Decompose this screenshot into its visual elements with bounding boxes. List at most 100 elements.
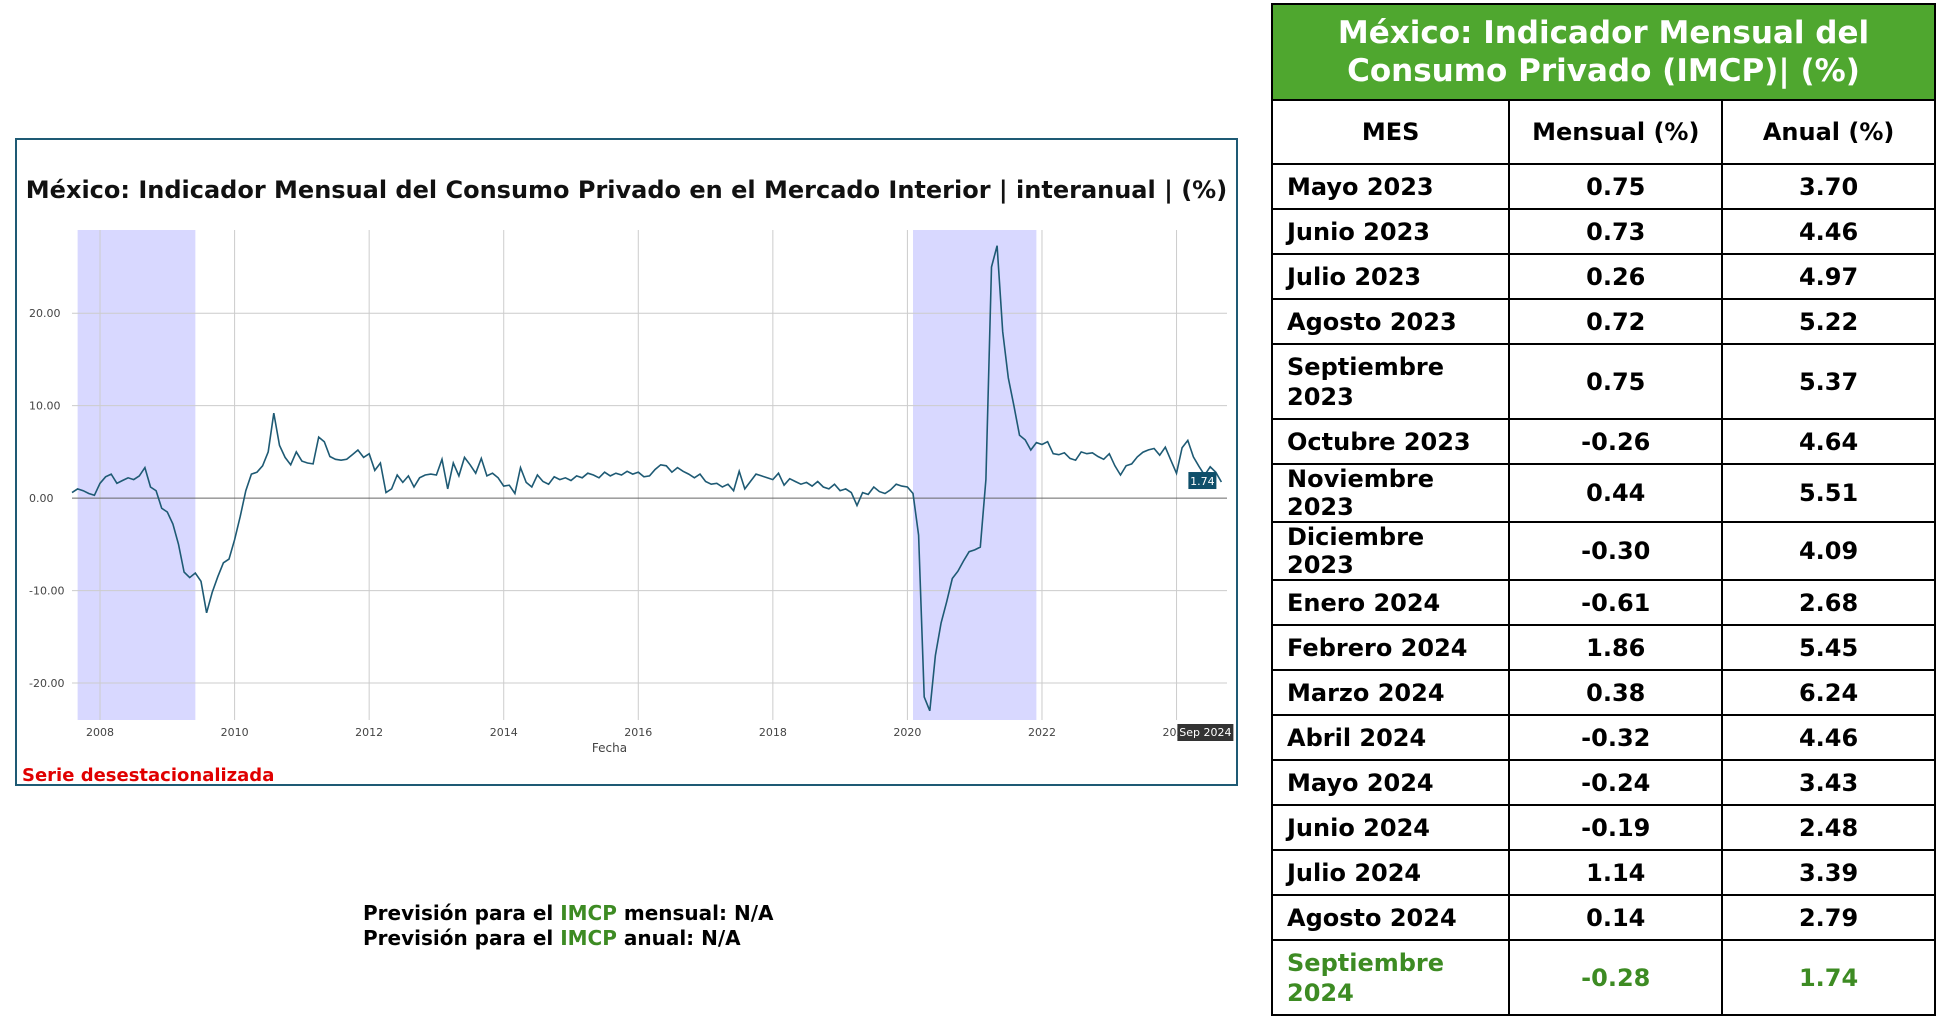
cell-mes: Noviembre 2023 (1270, 463, 1511, 523)
cell-anual: 2.79 (1721, 894, 1936, 941)
y-tick-label: -20.00 (29, 677, 64, 690)
table-title-line1: México: Indicador Mensual del (1337, 15, 1870, 51)
table-row: Abril 2024 -0.32 4.46 (1270, 714, 1936, 761)
cell-anual: 5.22 (1721, 298, 1936, 345)
x-tick-label: 2014 (490, 726, 518, 739)
table-title-line2: Consumo Privado (IMCP)| (%) (1347, 53, 1860, 89)
cell-mensual: -0.19 (1508, 804, 1724, 851)
x-tick-label: 2016 (624, 726, 652, 739)
table-row: Agosto 2023 0.72 5.22 (1270, 298, 1936, 345)
table-row: Diciembre 2023 -0.30 4.09 (1270, 521, 1936, 581)
cell-anual: 3.43 (1721, 759, 1936, 806)
cell-mes: Febrero 2024 (1270, 624, 1511, 671)
cell-mensual: 0.44 (1508, 463, 1724, 523)
table-row: Mayo 2024 -0.24 3.43 (1270, 759, 1936, 806)
cell-anual: 4.46 (1721, 208, 1936, 255)
last-value-box (1188, 472, 1217, 490)
forecast-monthly: Previsión para el IMCP mensual: N/A (363, 901, 773, 926)
forecast-monthly-imcp: IMCP (560, 901, 617, 925)
cell-mensual: 0.72 (1508, 298, 1724, 345)
cell-mes: Julio 2023 (1270, 253, 1511, 300)
last-date-label: Sep 2024 (1179, 726, 1231, 739)
recession-band (77, 230, 196, 720)
cell-mes: Enero 2024 (1270, 579, 1511, 626)
cell-mes: Junio 2023 (1270, 208, 1511, 255)
chart-title: México: Indicador Mensual del Consumo Pr… (25, 176, 1228, 204)
last-date-box (1177, 724, 1234, 741)
cell-mes: Septiembre 2024 (1270, 939, 1511, 1016)
y-tick-label: 20.00 (29, 307, 61, 320)
table-row: Julio 2024 1.14 3.39 (1270, 849, 1936, 896)
table-row: Febrero 2024 1.86 5.45 (1270, 624, 1936, 671)
cell-anual: 4.09 (1721, 521, 1936, 581)
cell-mes: Octubre 2023 (1270, 418, 1511, 465)
cell-mensual: -0.32 (1508, 714, 1724, 761)
cell-anual: 3.70 (1721, 163, 1936, 210)
cell-anual: 2.68 (1721, 579, 1936, 626)
cell-mes: Septiembre 2023 (1270, 343, 1511, 420)
line-chart: 2008 2010 2012 2014 2016 2018 2020 2022 202420.0… (29, 230, 1234, 755)
x-tick-label: 2022 (1028, 726, 1056, 739)
y-tick-label: 10.00 (29, 400, 61, 413)
cell-mensual: 1.14 (1508, 849, 1724, 896)
cell-anual: 4.97 (1721, 253, 1936, 300)
series-line (71, 245, 1223, 712)
table-row: Junio 2024 -0.19 2.48 (1270, 804, 1936, 851)
table-row: Mayo 2023 0.75 3.70 (1270, 163, 1936, 210)
table-row: Noviembre 2023 0.44 5.51 (1270, 463, 1936, 523)
table-row: Octubre 2023 -0.26 4.64 (1270, 418, 1936, 465)
cell-mensual: 0.73 (1508, 208, 1724, 255)
forecast-monthly-value: mensual: N/A (616, 901, 774, 925)
cell-mensual: -0.30 (1508, 521, 1724, 581)
cell-mensual: 0.14 (1508, 894, 1724, 941)
cell-anual: 2.48 (1721, 804, 1936, 851)
cell-anual: 3.39 (1721, 849, 1936, 896)
forecast-annual: Previsión para el IMCP anual: N/A (363, 926, 773, 951)
table-row: Marzo 2024 0.38 6.24 (1270, 669, 1936, 716)
x-axis-label: Fecha (592, 741, 627, 755)
cell-anual: 4.64 (1721, 418, 1936, 465)
table-row: Septiembre 2024 -0.28 1.74 (1270, 939, 1936, 1016)
cell-mes: Marzo 2024 (1270, 669, 1511, 716)
col-header-mes: MES (1270, 99, 1511, 165)
cell-anual: 5.45 (1721, 624, 1936, 671)
x-tick-label: 2008 (86, 726, 114, 739)
cell-mensual: 1.86 (1508, 624, 1724, 671)
table-row: Junio 2023 0.73 4.46 (1270, 208, 1936, 255)
cell-mes: Mayo 2023 (1270, 163, 1511, 210)
imcp-table: México: Indicador Mensual del Consumo Pri… (1270, 3, 1936, 1016)
col-header-anual: Anual (%) (1721, 99, 1936, 165)
cell-mes: Mayo 2024 (1270, 759, 1511, 806)
x-tick-label: 2018 (759, 726, 787, 739)
cell-mensual: 0.26 (1508, 253, 1724, 300)
cell-mes: Julio 2024 (1270, 849, 1511, 896)
x-tick-label: 2010 (221, 726, 249, 739)
forecast-annual-prefix: Previsión para el (363, 926, 561, 950)
table-row: Enero 2024 -0.61 2.68 (1270, 579, 1936, 626)
cell-mensual: -0.24 (1508, 759, 1724, 806)
cell-mensual: -0.28 (1508, 939, 1724, 1016)
cell-anual: 1.74 (1721, 939, 1936, 1016)
y-tick-label: 0.00 (29, 492, 54, 505)
cell-mes: Diciembre 2023 (1270, 521, 1511, 581)
cell-mes: Abril 2024 (1270, 714, 1511, 761)
col-header-mensual: Mensual (%) (1508, 99, 1724, 165)
table-row: Septiembre 2023 0.75 5.37 (1270, 343, 1936, 420)
recession-band (913, 230, 1037, 720)
forecast-note: Previsión para el IMCP mensual: N/A Prev… (363, 901, 773, 951)
cell-mensual: 0.38 (1508, 669, 1724, 716)
last-value-label: 1.74 (1190, 475, 1215, 488)
x-tick-label: 2020 (893, 726, 921, 739)
table-row: Agosto 2024 0.14 2.79 (1270, 894, 1936, 941)
cell-anual: 6.24 (1721, 669, 1936, 716)
x-tick-label: 2012 (355, 726, 383, 739)
cell-mes: Junio 2024 (1270, 804, 1511, 851)
cell-mensual: -0.61 (1508, 579, 1724, 626)
cell-mes: Agosto 2023 (1270, 298, 1511, 345)
table-body: Mayo 2023 0.75 3.70 Junio 2023 0.73 4.46 Julio… (1270, 163, 1936, 1016)
table-row: Julio 2023 0.26 4.97 (1270, 253, 1936, 300)
chart-panel: México: Indicador Mensual del Consumo Pr… (15, 138, 1238, 786)
y-tick-label: -10.00 (29, 585, 64, 598)
seasonal-adjustment-note: Serie desestacionalizada (22, 765, 275, 786)
cell-mensual: 0.75 (1508, 343, 1724, 420)
